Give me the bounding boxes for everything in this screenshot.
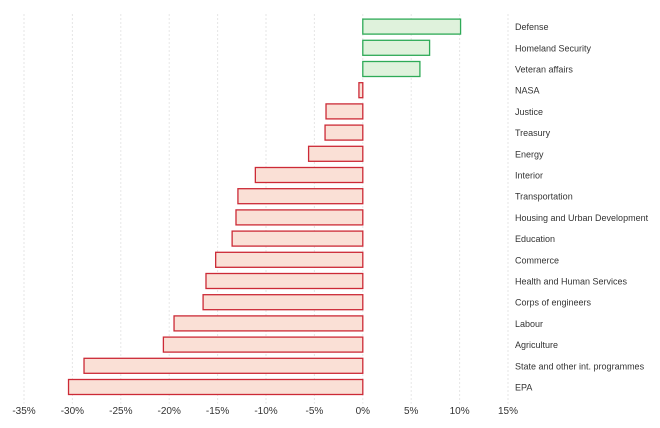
x-tick-label: -35% xyxy=(12,406,35,417)
bar-state-and-other-int-programmes xyxy=(83,357,364,374)
bars xyxy=(67,18,462,396)
bar-epa xyxy=(67,378,364,396)
bar-nasa xyxy=(358,82,364,99)
x-axis-tick-labels: -35% -30% -25% -20% -15% -10% -5% 0% 5% 10% 15% xyxy=(12,406,518,417)
category-label-agriculture: Agriculture xyxy=(515,340,558,350)
x-tick-label: -10% xyxy=(254,406,277,417)
bar-housing-and-urban-development xyxy=(235,209,364,226)
bar-veteran-affairs xyxy=(362,60,421,78)
x-tick-label: -20% xyxy=(158,406,181,417)
category-label-veteran-affairs: Veteran affairs xyxy=(515,65,573,75)
category-label-homeland-security: Homeland Security xyxy=(515,43,592,53)
bar-education xyxy=(231,230,364,247)
bar-justice xyxy=(325,103,364,120)
category-label-defense: Defense xyxy=(515,22,549,32)
category-labels: Defense Homeland Security Veteran affairs N… xyxy=(515,22,649,392)
category-label-interior: Interior xyxy=(515,171,543,181)
bar-corps-of-engineers xyxy=(202,294,364,311)
x-tick-label: -25% xyxy=(109,406,132,417)
bar-defense xyxy=(362,18,462,35)
bar-commerce xyxy=(215,251,364,268)
bar-transportation xyxy=(237,188,364,205)
category-label-corps-of-engineers: Corps of engineers xyxy=(515,298,592,308)
bar-labour xyxy=(173,315,364,332)
x-tick-label: -15% xyxy=(206,406,229,417)
x-tick-label: 0% xyxy=(356,406,371,417)
category-label-treasury: Treasury xyxy=(515,128,551,138)
category-label-labour: Labour xyxy=(515,319,543,329)
x-tick-label: 5% xyxy=(404,406,419,417)
category-label-state-and-other-int-programmes: State and other int. programmes xyxy=(515,361,645,371)
bar-treasury xyxy=(324,124,364,141)
x-tick-label: -30% xyxy=(61,406,84,417)
bar-agriculture xyxy=(162,336,364,353)
category-label-commerce: Commerce xyxy=(515,255,559,265)
category-label-transportation: Transportation xyxy=(515,192,573,202)
x-tick-label: 15% xyxy=(498,406,518,417)
bar-energy xyxy=(307,145,364,162)
x-tick-label: -5% xyxy=(306,406,324,417)
category-label-nasa: NASA xyxy=(515,86,540,96)
bar-homeland-security xyxy=(362,39,431,56)
category-label-epa: EPA xyxy=(515,383,532,393)
x-tick-label: 10% xyxy=(450,406,470,417)
category-label-education: Education xyxy=(515,234,555,244)
bar-interior xyxy=(254,166,364,184)
category-label-energy: Energy xyxy=(515,149,544,159)
category-label-justice: Justice xyxy=(515,107,543,117)
category-label-housing-and-urban-development: Housing and Urban Development xyxy=(515,213,649,223)
category-label-health-and-human-services: Health and Human Services xyxy=(515,277,628,287)
bar-health-and-human-services xyxy=(205,272,364,290)
